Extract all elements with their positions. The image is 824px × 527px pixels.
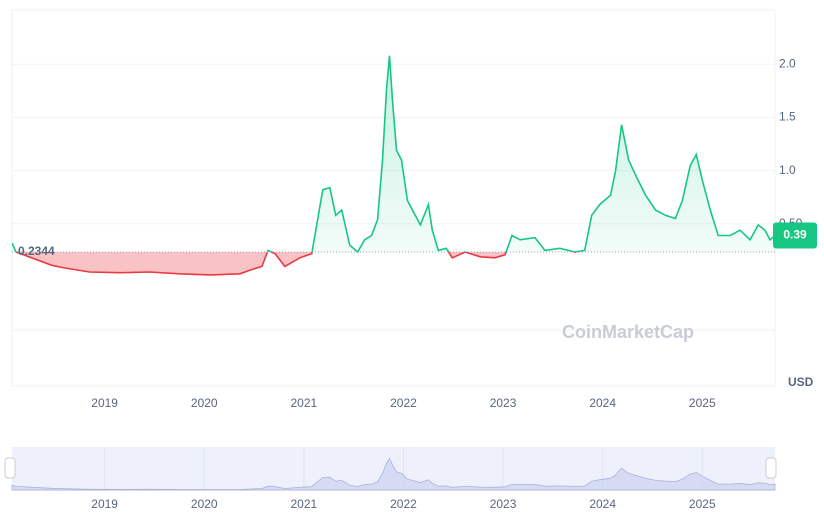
area-above (12, 55, 775, 253)
area-below (12, 252, 775, 275)
x-tick-label: 2020 (191, 396, 218, 410)
current-price-badge (773, 222, 817, 249)
baseline-label: 0.2344 (18, 244, 55, 258)
price-line (12, 55, 775, 253)
navigator-tick-label: 2020 (191, 497, 218, 511)
currency-label: USD (788, 375, 814, 389)
navigator-tick-label: 2025 (689, 497, 716, 511)
y-tick-label: 2.0 (779, 56, 796, 70)
watermark: CoinMarketCap (562, 322, 694, 342)
x-tick-label: 2024 (589, 396, 616, 410)
navigator-handle[interactable] (765, 457, 777, 479)
navigator-tick-label: 2023 (490, 497, 517, 511)
navigator-tick-label: 2021 (291, 497, 318, 511)
current-price-label: 0.39 (783, 228, 807, 242)
x-tick-label: 2023 (490, 396, 517, 410)
x-tick-label: 2025 (689, 396, 716, 410)
navigator-tick-label: 2022 (390, 497, 417, 511)
navigator-tick-label: 2024 (589, 497, 616, 511)
plot-frame (11, 9, 776, 387)
x-tick-label: 2022 (390, 396, 417, 410)
navigator-handle[interactable] (4, 457, 16, 479)
x-tick-label: 2019 (91, 396, 118, 410)
navigator-tick-label: 2019 (91, 497, 118, 511)
navigator-area (11, 457, 776, 491)
y-tick-label: 1.0 (779, 163, 796, 177)
x-tick-label: 2021 (291, 396, 318, 410)
y-tick-label: 1.5 (779, 110, 796, 124)
